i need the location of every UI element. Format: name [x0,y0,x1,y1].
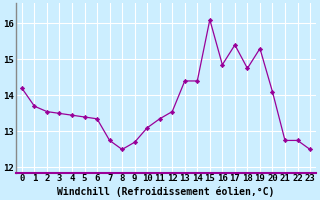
X-axis label: Windchill (Refroidissement éolien,°C): Windchill (Refroidissement éolien,°C) [57,186,275,197]
